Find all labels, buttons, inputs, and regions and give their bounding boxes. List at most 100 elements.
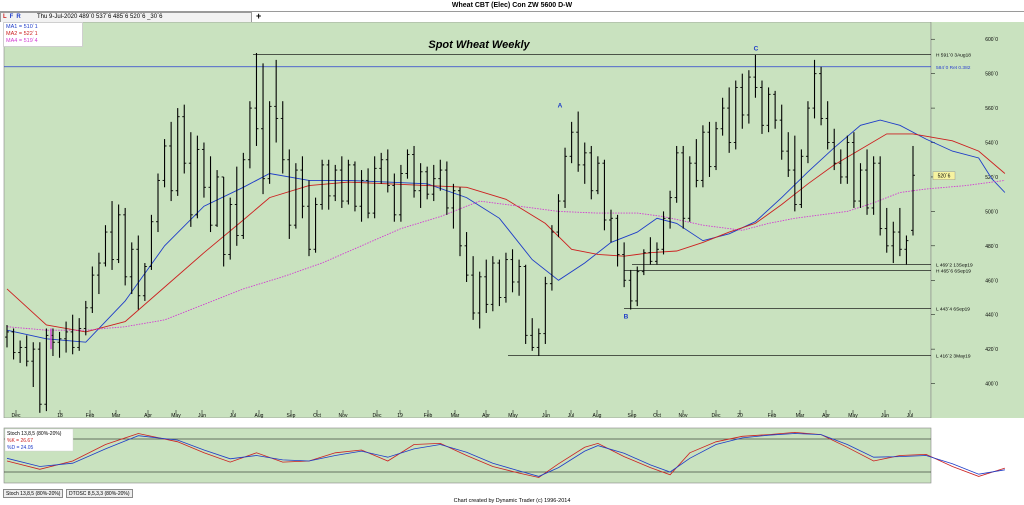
price-bar <box>720 97 725 136</box>
price-bar <box>595 156 600 195</box>
plot-area <box>3 22 932 418</box>
x-tick-label: Aug <box>255 413 264 418</box>
price-bar <box>851 132 856 208</box>
tab-stoch[interactable]: Stoch 13,8,5 (80%-20%) <box>3 489 64 498</box>
price-bar <box>635 266 640 307</box>
price-bar <box>622 242 627 288</box>
x-tick-label: Nov <box>679 413 688 418</box>
price-bar <box>484 259 489 313</box>
level-label: L 443`4 6Sep19 <box>936 307 970 313</box>
price-bar <box>799 149 804 208</box>
lfr-r[interactable]: R <box>16 14 21 20</box>
price-bar <box>694 139 699 188</box>
price-bar <box>83 300 88 336</box>
x-tick-label: 18 <box>57 413 63 418</box>
credit-text: Chart created by Dynamic Trader (c) 1996… <box>453 498 571 504</box>
window-title: Wheat CBT (Elec) Con ZW 5600 D-W <box>0 0 1024 12</box>
price-bar <box>280 101 285 174</box>
price-bar <box>451 183 456 229</box>
y-tick-label: 560`0 <box>985 106 998 112</box>
y-tick-label: 600`0 <box>985 37 998 43</box>
price-bar <box>18 340 23 363</box>
price-bar <box>792 135 797 212</box>
price-bar <box>714 121 719 171</box>
x-tick-label: Jun <box>198 413 206 418</box>
price-bar <box>549 225 554 291</box>
price-bar <box>24 335 29 367</box>
ma-legend: MA1 = 510`1 MA2 = 522`1 MA4 = 519`4 <box>3 22 83 47</box>
price-bar <box>116 204 121 264</box>
price-bar <box>37 342 42 413</box>
ma2-line <box>6 133 1006 333</box>
price-bar <box>241 152 246 239</box>
y-axis-area <box>931 22 1024 418</box>
price-bar <box>359 170 364 222</box>
x-tick-label: Mar <box>112 413 121 418</box>
price-bar <box>510 249 515 293</box>
price-bar <box>398 164 403 222</box>
price-bar <box>589 145 594 200</box>
stochastic-panel[interactable]: Stoch 13,8,5 (80%-20%)%K = 26.67%D = 24.… <box>0 426 1024 488</box>
price-bar <box>746 70 751 124</box>
price-bar <box>96 252 101 295</box>
price-bar <box>556 194 561 238</box>
x-tick-label: Apr <box>144 413 152 418</box>
price-bar <box>188 132 193 227</box>
price-bar <box>293 163 298 229</box>
chart-tab[interactable] <box>0 12 252 22</box>
x-tick-label: 20 <box>737 413 743 418</box>
y-tick-label: 440`0 <box>985 313 998 319</box>
level-label: H 591`0 3Aug18 <box>936 53 971 59</box>
price-bar <box>904 235 909 265</box>
price-bar <box>142 263 147 301</box>
price-bar <box>405 149 410 179</box>
price-bar <box>149 214 154 270</box>
price-bar <box>536 328 541 357</box>
price-bar <box>865 149 870 215</box>
price-bar <box>156 173 160 233</box>
price-chart[interactable]: 600`0580`0560`0540`0520`0500`0480`0460`0… <box>0 22 1024 418</box>
x-tick-label: Jul <box>568 413 574 418</box>
price-bar <box>201 142 206 198</box>
price-bar <box>346 159 351 205</box>
price-bar <box>418 163 423 208</box>
price-bar <box>497 259 502 307</box>
add-tab-button[interactable]: + <box>256 11 262 21</box>
lfr-f[interactable]: F <box>9 14 14 20</box>
price-bar <box>832 128 837 171</box>
fib-level-label: 584`0 Ret 0.382 <box>936 65 971 71</box>
price-bar <box>733 80 738 150</box>
price-bar <box>195 135 200 219</box>
price-bar <box>661 211 666 255</box>
osc-legend-title: Stoch 13,8,5 (80%-20%) <box>7 431 62 437</box>
chart-title: Spot Wheat Weekly <box>428 39 530 51</box>
price-bar <box>320 159 325 210</box>
price-bar <box>326 159 331 210</box>
y-tick-label: 420`0 <box>985 347 998 353</box>
price-bar <box>602 159 607 231</box>
price-bar <box>911 145 915 236</box>
price-bar <box>582 142 587 184</box>
price-bar <box>871 156 876 215</box>
price-bar <box>57 331 62 358</box>
pivot-label: A <box>558 103 563 110</box>
price-bar <box>681 145 686 229</box>
price-bar <box>503 252 508 303</box>
price-bar <box>740 73 745 129</box>
x-tick-label: Jul <box>907 413 913 418</box>
price-bar <box>779 104 784 160</box>
lfr-l[interactable]: L <box>3 14 7 20</box>
tab-dtosc[interactable]: DTOSC 8,5,3,3 (80%-20%) <box>66 489 133 498</box>
price-bar <box>110 201 115 270</box>
price-bar <box>90 266 95 313</box>
price-bar <box>44 328 49 412</box>
price-bar <box>727 87 732 153</box>
price-bar <box>169 121 174 202</box>
price-bar <box>687 156 692 222</box>
x-tick-label: Sep <box>628 413 637 418</box>
price-bar <box>247 101 252 169</box>
level-label: L 469`2 13Sep19 <box>936 262 973 268</box>
price-bar <box>412 145 417 198</box>
